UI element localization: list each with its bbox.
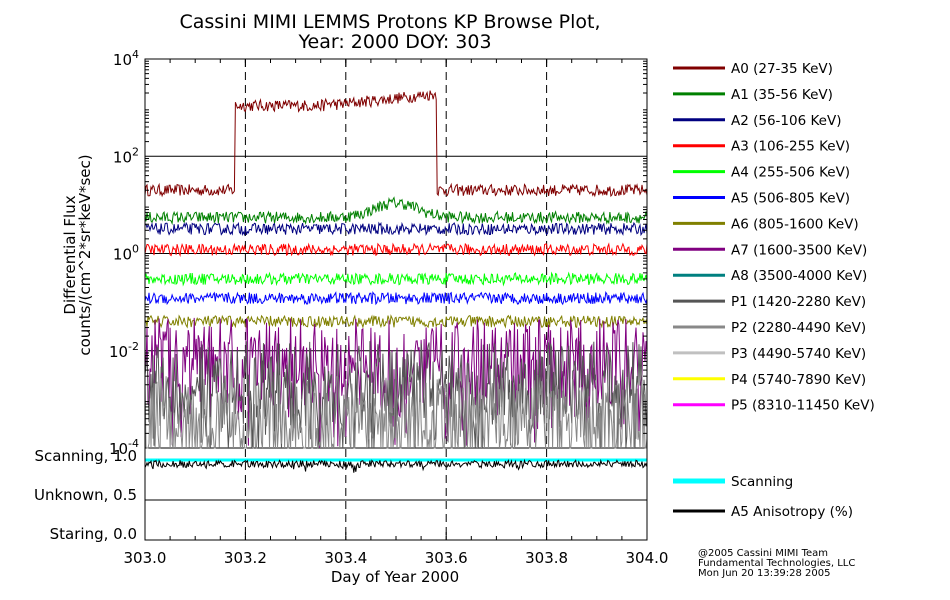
- y-tick-label: 10-4: [109, 437, 139, 458]
- lower-label-unknown: Unknown, 0.5: [34, 486, 137, 504]
- legend-label: P1 (1420-2280 KeV): [731, 294, 866, 310]
- y-tick-label: 102: [113, 145, 139, 166]
- legend-label: A7 (1600-3500 KeV): [731, 242, 867, 258]
- x-tick-label: 303.0: [124, 549, 167, 567]
- anisotropy-line: [144, 458, 648, 473]
- y-axis-label-line1: Differential Flux: [61, 195, 79, 314]
- legend-label: A8 (3500-4000 KeV): [731, 268, 867, 284]
- lower-label-scanning: Scanning, 1.0: [34, 447, 137, 465]
- legend-label: A1 (35-56 KeV): [731, 87, 833, 103]
- legend-label: P5 (8310-11450 KeV): [731, 398, 875, 414]
- x-tick-label: 303.4: [324, 549, 367, 567]
- footer-company: Fundamental Technologies, LLC: [698, 558, 855, 569]
- footer-date: Mon Jun 20 13:39:28 2005: [698, 568, 831, 579]
- legend-label: A4 (255-506 KeV): [731, 165, 850, 181]
- legend-label: P3 (4490-5740 KeV): [731, 346, 866, 362]
- legend-label: P4 (5740-7890 KeV): [731, 372, 866, 388]
- y-tick-label: 104: [113, 48, 139, 69]
- series-line: [145, 221, 648, 237]
- legend-label: A5 (506-805 KeV): [731, 191, 850, 207]
- series-line: [144, 90, 648, 198]
- legend-label: A2 (56-106 KeV): [731, 113, 841, 129]
- x-tick-label: 303.8: [525, 549, 568, 567]
- chart-title: Cassini MIMI LEMMS Protons KP Browse Plo…: [179, 11, 600, 33]
- x-tick-label: 303.6: [425, 549, 468, 567]
- series-line: [144, 291, 648, 306]
- axes-layer: 104 102 100 10-2 10-4 303.0 303.2 303.4 303.6 303…: [109, 48, 669, 567]
- y-axis-label-line2: counts/(cm^2*sr*keV*sec): [76, 154, 94, 355]
- x-tick-label: 303.2: [224, 549, 267, 567]
- legend-label: Scanning: [731, 474, 793, 490]
- x-tick-label: 304.0: [626, 549, 669, 567]
- series-line: [144, 341, 648, 449]
- series-line: [144, 314, 648, 329]
- legend-label: A5 Anisotropy (%): [731, 504, 853, 520]
- y-tick-label: 100: [113, 243, 139, 264]
- series-line: [144, 271, 648, 287]
- series-line: [144, 242, 648, 258]
- x-axis-label: Day of Year 2000: [331, 568, 459, 586]
- series-layer: [144, 90, 648, 473]
- chart-subtitle: Year: 2000 DOY: 303: [297, 31, 491, 53]
- legend-label: A0 (27-35 KeV): [731, 61, 833, 77]
- lower-label-staring: Staring, 0.0: [50, 525, 137, 543]
- legend: A0 (27-35 KeV) A1 (35-56 KeV) A2 (56-106 K…: [673, 61, 875, 520]
- legend-label: A3 (106-255 KeV): [731, 139, 850, 155]
- legend-label: A6 (805-1600 KeV): [731, 216, 859, 232]
- y-tick-label: 10-2: [109, 340, 139, 361]
- footer-copyright: @2005 Cassini MIMI Team: [698, 548, 828, 559]
- legend-label: P2 (2280-4490 KeV): [731, 320, 866, 336]
- series-line: [144, 196, 648, 226]
- series-line: [144, 374, 648, 450]
